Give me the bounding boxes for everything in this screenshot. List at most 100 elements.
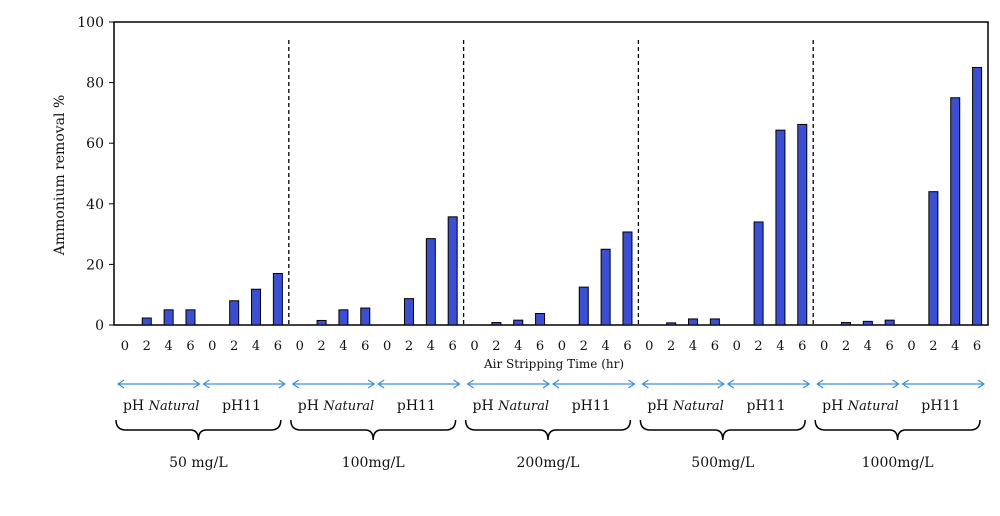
ph-natural-italic: Natural xyxy=(847,399,899,414)
x-tick-label: 2 xyxy=(492,339,500,354)
bar xyxy=(403,298,414,326)
x-axis-label: Air Stripping Time (hr) xyxy=(483,357,624,371)
arrow-head-right xyxy=(628,379,636,389)
concentration-label: 50 mg/L xyxy=(169,455,228,471)
x-tick-label: 6 xyxy=(536,339,544,354)
bar xyxy=(775,129,786,326)
bar xyxy=(600,248,611,326)
x-tick-label: 6 xyxy=(798,339,806,354)
x-tick-label: 4 xyxy=(339,339,347,354)
x-tick-label: 2 xyxy=(929,339,937,354)
arrow-head-left xyxy=(377,379,385,389)
arrow-head-right xyxy=(367,379,376,389)
y-tick-label: 0 xyxy=(95,318,104,334)
x-tick-label: 4 xyxy=(776,339,784,354)
x-tick-label: 6 xyxy=(973,339,981,354)
ph-natural-label: pH Natural xyxy=(123,398,199,414)
x-tick-label: 2 xyxy=(842,339,850,354)
bar xyxy=(840,322,851,326)
x-tick-label: 6 xyxy=(274,339,282,354)
bar xyxy=(797,123,808,326)
ph-natural-label: pH Natural xyxy=(822,398,898,414)
bar xyxy=(425,238,436,326)
x-tick-label: 2 xyxy=(405,339,413,354)
ph11-label: pH11 xyxy=(397,398,436,414)
arrow-head-right xyxy=(193,379,201,389)
bar xyxy=(578,286,589,326)
group-brace xyxy=(639,419,806,441)
x-tick-label: 0 xyxy=(470,339,478,354)
ph11-label: pH11 xyxy=(572,398,611,414)
x-tick-label: 2 xyxy=(317,339,325,354)
x-tick-label: 0 xyxy=(383,339,391,354)
x-tick-label: 0 xyxy=(907,339,915,354)
bar xyxy=(862,320,873,326)
x-tick-label: 0 xyxy=(208,339,216,354)
arrow-head-left xyxy=(901,379,909,389)
arrow-head-right xyxy=(892,379,900,389)
x-tick-label: 0 xyxy=(121,339,129,354)
arrow-head-left xyxy=(641,379,649,389)
y-tick-label: 40 xyxy=(86,197,104,213)
y-tick-label: 80 xyxy=(86,76,104,92)
bar xyxy=(972,66,983,326)
group-brace xyxy=(814,419,981,441)
bar xyxy=(688,318,699,326)
arrow-head-right xyxy=(542,379,551,389)
bar xyxy=(338,309,349,326)
bar xyxy=(360,307,371,326)
bar xyxy=(491,322,502,326)
x-tick-label: 4 xyxy=(514,339,522,354)
arrow-head-left xyxy=(116,379,125,389)
plot-frame xyxy=(113,21,989,326)
x-tick-label: 4 xyxy=(427,339,435,354)
ph-natural-italic: Natural xyxy=(148,399,200,414)
x-tick-label: 4 xyxy=(951,339,959,354)
bar xyxy=(513,319,524,326)
x-tick-label: 6 xyxy=(886,339,894,354)
bar xyxy=(884,319,895,326)
x-tick-label: 4 xyxy=(601,339,609,354)
arrow-head-left xyxy=(816,379,824,389)
ph-natural-label: pH Natural xyxy=(473,398,549,414)
ph-natural-label: pH Natural xyxy=(298,398,374,414)
bar xyxy=(535,312,546,326)
arrow-head-left xyxy=(291,379,300,389)
x-tick-label: 2 xyxy=(754,339,762,354)
group-brace xyxy=(464,419,632,441)
arrow-head-right xyxy=(453,379,461,389)
arrow-head-right xyxy=(278,379,286,389)
x-tick-label: 6 xyxy=(623,339,631,354)
x-tick-label: 2 xyxy=(580,339,588,354)
concentration-label: 200mg/L xyxy=(517,455,580,471)
bar xyxy=(251,288,262,326)
x-tick-label: 2 xyxy=(230,339,238,354)
bar xyxy=(753,221,764,326)
x-tick-label: 4 xyxy=(164,339,172,354)
y-tick-label: 100 xyxy=(77,15,104,31)
arrow-head-right xyxy=(977,379,986,389)
bar xyxy=(141,317,152,326)
bar xyxy=(928,191,939,326)
ph-natural-italic: Natural xyxy=(497,399,549,414)
bar xyxy=(622,231,633,326)
bar xyxy=(709,318,720,326)
x-tick-label: 0 xyxy=(296,339,304,354)
bar xyxy=(316,319,327,326)
x-tick-label: 6 xyxy=(711,339,719,354)
x-tick-label: 6 xyxy=(449,339,457,354)
x-tick-label: 4 xyxy=(689,339,697,354)
bar xyxy=(447,216,458,326)
bar xyxy=(163,309,174,326)
bar xyxy=(950,97,961,326)
ph-natural-label: pH Natural xyxy=(647,398,723,414)
group-brace xyxy=(115,419,282,441)
x-tick-label: 0 xyxy=(645,339,653,354)
arrow-head-left xyxy=(202,379,210,389)
ph11-label: pH11 xyxy=(222,398,261,414)
x-tick-label: 4 xyxy=(864,339,872,354)
x-tick-label: 0 xyxy=(558,339,566,354)
bar xyxy=(666,322,677,326)
y-axis-label: Ammonium removal % xyxy=(52,95,68,257)
